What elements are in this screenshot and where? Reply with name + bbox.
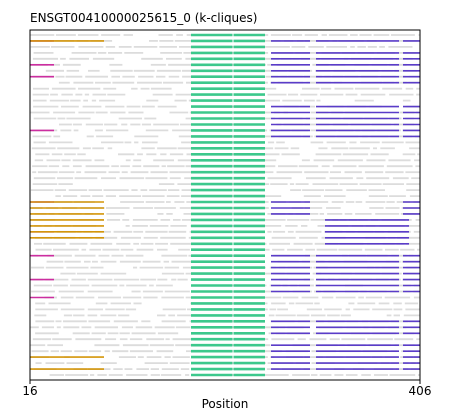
x-tick-label-start: 16 bbox=[22, 384, 37, 398]
x-tick-label-end: 406 bbox=[409, 384, 432, 398]
plot-frame bbox=[29, 29, 421, 381]
rows-layer bbox=[30, 34, 420, 376]
clique-segments-layer bbox=[30, 33, 420, 377]
x-axis-label: Position bbox=[202, 397, 249, 411]
chart-title: ENSGT00410000025615_0 (k-cliques) bbox=[30, 11, 257, 25]
x-ticks: 16 406 bbox=[22, 380, 431, 398]
